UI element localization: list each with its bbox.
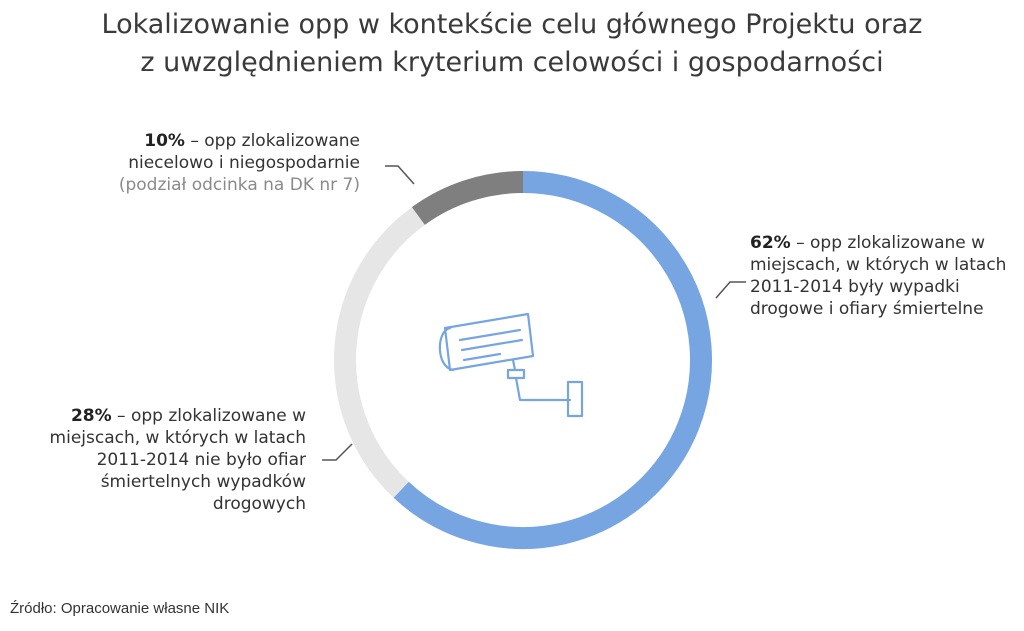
slice-10-text: – opp zlokalizowane niecelowo i niegospo… (128, 131, 360, 173)
slice-10-percent: 10% (144, 131, 185, 151)
donut-slice-62 (393, 171, 712, 549)
leader-line-slice-62 (715, 281, 746, 299)
slice-62-text: – opp zlokalizowane w miejscach, w który… (750, 233, 1007, 319)
label-slice-62: 62% – opp zlokalizowane w miejscach, w k… (750, 232, 1020, 320)
slice-28-percent: 28% (70, 406, 112, 426)
donut-slice-10 (411, 171, 524, 226)
leader-line-slice-10 (385, 165, 415, 185)
chart-title-line-2: z uwzględnieniem kryterium celowości i g… (140, 47, 884, 78)
source-note: Źródło: Opracowanie własne NIK (10, 600, 230, 617)
chart-title-line-1: Lokalizowanie opp w kontekście celu głów… (101, 9, 923, 40)
donut-slice-28 (334, 207, 425, 498)
chart-title: Lokalizowanie opp w kontekście celu głów… (0, 6, 1024, 82)
label-slice-10: 10% – opp zlokalizowane niecelowo i nieg… (60, 130, 360, 196)
leader-line-slice-28 (322, 443, 353, 461)
security-camera-icon (438, 312, 584, 418)
slice-10-note: (podział odcinka na DK nr 7) (118, 175, 360, 195)
label-slice-28: 28% – opp zlokalizowane w miejscach, w k… (6, 405, 306, 515)
slice-62-percent: 62% (750, 233, 791, 253)
slice-28-text: – opp zlokalizowane w miejscach, w który… (49, 406, 306, 514)
